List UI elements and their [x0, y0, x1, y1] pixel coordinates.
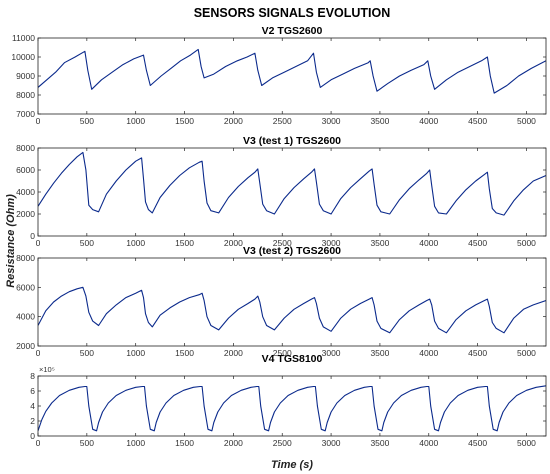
series-line-1: [38, 151, 546, 216]
x-tick-label: 1500: [175, 438, 194, 448]
y-tick-label: 6000: [16, 282, 35, 292]
y-tick-label: 6: [30, 386, 35, 396]
x-tick-label: 1500: [175, 348, 194, 358]
x-tick-label: 3000: [322, 238, 341, 248]
panel-title: V3 (test 2) TGS2600: [243, 245, 341, 257]
x-tick-label: 2500: [273, 238, 292, 248]
x-tick-label: 2000: [224, 238, 243, 248]
y-tick-label: 8000: [16, 253, 35, 263]
y-tick-label: 4000: [16, 312, 35, 322]
plot-frame: [37, 147, 547, 237]
x-tick-label: 0: [36, 238, 41, 248]
x-tick-label: 4500: [468, 348, 487, 358]
x-axis-label: Time (s): [271, 459, 313, 471]
x-tick-label: 5000: [517, 116, 536, 126]
x-tick-label: 1000: [126, 116, 145, 126]
x-tick-label: 5000: [517, 348, 536, 358]
x-tick-label: 1000: [126, 238, 145, 248]
y-tick-label: 9000: [16, 71, 35, 81]
x-tick-label: 3000: [322, 348, 341, 358]
x-tick-label: 0: [36, 116, 41, 126]
x-tick-label: 5000: [517, 438, 536, 448]
x-tick-label: 500: [80, 116, 94, 126]
series-line-1: [38, 286, 546, 334]
x-tick-label: 4000: [419, 116, 438, 126]
x-tick-label: 3500: [370, 438, 389, 448]
x-tick-label: 1500: [175, 238, 194, 248]
y-tick-label: 11000: [12, 33, 35, 43]
x-tick-label: 1000: [126, 348, 145, 358]
panel-2: V3 (test 1) TGS2600 0 500 1000 1500 2000 2500 3…: [16, 135, 547, 248]
y-tick-label: 2000: [16, 341, 35, 351]
y-tick-label: 2000: [16, 209, 35, 219]
y-tick-label: 8: [30, 371, 35, 381]
x-tick-label: 1500: [175, 116, 194, 126]
y-tick-label: 4: [30, 401, 35, 411]
x-tick-label: 2500: [273, 438, 292, 448]
x-tick-label: 3500: [370, 116, 389, 126]
x-tick-label: 2000: [224, 348, 243, 358]
x-tick-label: 500: [80, 438, 94, 448]
plot-frame: [37, 257, 547, 347]
x-tick-label: 3000: [322, 116, 341, 126]
x-tick-label: 2500: [273, 348, 292, 358]
panel-title: V3 (test 1) TGS2600: [243, 135, 341, 147]
plot-frame: [37, 37, 547, 115]
figure-title: SENSORS SIGNALS EVOLUTION: [194, 6, 391, 20]
plot-frame: [37, 375, 547, 437]
x-tick-label: 4000: [419, 238, 438, 248]
panel-1: V2 TGS2600 0 500 1000 1500 2000 2500 3000 3500 40…: [11, 25, 547, 126]
y-tick-label: 8000: [16, 90, 35, 100]
x-tick-label: 5000: [517, 238, 536, 248]
panel-3: V3 (test 2) TGS2600 0 500 1000 1500 2000 2500 3…: [16, 245, 547, 358]
y-tick-label: 0: [30, 431, 35, 441]
x-tick-label: 4500: [468, 238, 487, 248]
y-axis-label: Resistance (Ohm): [5, 194, 17, 288]
x-tick-label: 0: [36, 348, 41, 358]
x-tick-label: 500: [80, 238, 94, 248]
x-tick-label: 4000: [419, 438, 438, 448]
x-tick-label: 4500: [468, 438, 487, 448]
x-tick-label: 2000: [224, 438, 243, 448]
y-tick-label: 6000: [16, 165, 35, 175]
x-tick-label: 3500: [370, 238, 389, 248]
x-tick-label: 2000: [224, 116, 243, 126]
x-tick-label: 2500: [273, 116, 292, 126]
y-tick-label: 4000: [16, 187, 35, 197]
y-tick-label: 8000: [16, 143, 35, 153]
x-tick-label: 500: [80, 348, 94, 358]
panel-title: V4 TGS8100: [262, 353, 323, 365]
y-tick-label: 10000: [11, 52, 35, 62]
y-exponent-label: ×10⁵: [39, 365, 55, 374]
series-line-1: [38, 385, 546, 432]
y-tick-label: 7000: [16, 109, 35, 119]
x-tick-label: 1000: [126, 438, 145, 448]
x-tick-label: 4000: [419, 348, 438, 358]
y-tick-label: 0: [30, 231, 35, 241]
x-tick-label: 3500: [370, 348, 389, 358]
series-line-1: [38, 48, 546, 94]
x-tick-label: 0: [36, 438, 41, 448]
x-tick-label: 3000: [322, 438, 341, 448]
x-tick-label: 4500: [468, 116, 487, 126]
panel-title: V2 TGS2600: [262, 25, 323, 37]
y-tick-label: 2: [30, 416, 35, 426]
